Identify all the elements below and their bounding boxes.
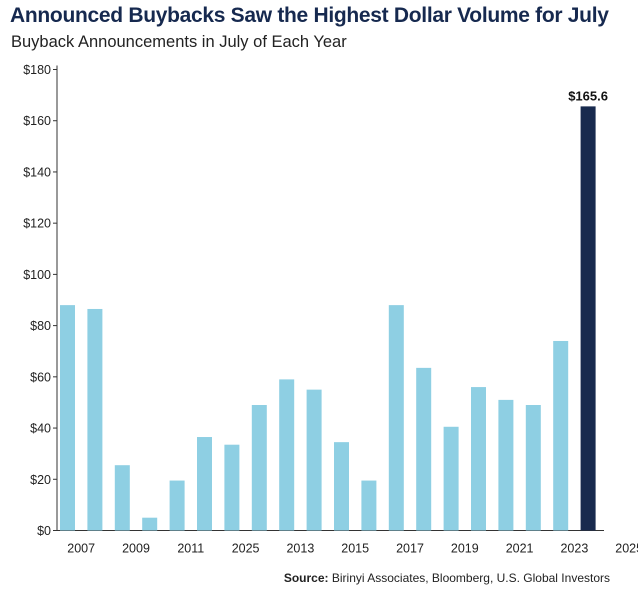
bar xyxy=(553,340,569,531)
y-tick-label: $160 xyxy=(23,114,51,128)
bar xyxy=(443,426,459,531)
y-tick-label: $140 xyxy=(23,165,51,179)
bar xyxy=(498,399,514,531)
bar xyxy=(224,444,240,531)
bar xyxy=(114,465,130,531)
bar xyxy=(251,405,267,531)
y-tick-label: $60 xyxy=(30,370,51,384)
source-label: Source: xyxy=(283,571,329,585)
x-tick-label: 2021 xyxy=(506,542,534,556)
x-tick-label: 2009 xyxy=(122,542,150,556)
x-tick-label: 2019 xyxy=(451,542,479,556)
chart-subtitle: Buyback Announcements in July of Each Ye… xyxy=(11,33,347,51)
x-tick-label: 2017 xyxy=(396,542,424,556)
y-tick-label: $40 xyxy=(30,422,51,436)
bar xyxy=(580,106,596,531)
bar xyxy=(525,405,541,531)
bar xyxy=(471,387,486,531)
source-text: Birinyi Associates, Bloomberg, U.S. Glob… xyxy=(331,571,610,585)
bar xyxy=(416,367,432,531)
data-label: $165.6 xyxy=(568,88,608,103)
bar xyxy=(361,480,377,531)
y-tick-label: $80 xyxy=(30,319,51,333)
bar xyxy=(197,437,212,531)
x-tick-label: 2025 xyxy=(232,542,260,556)
bar xyxy=(60,305,75,531)
bar xyxy=(279,379,295,531)
bar xyxy=(334,442,349,531)
x-tick-label: 2023 xyxy=(560,542,588,556)
x-tick-label: 2013 xyxy=(286,542,314,556)
y-tick-label: $20 xyxy=(30,473,51,487)
source-note: Source: Birinyi Associates, Bloomberg, U… xyxy=(284,571,610,585)
x-tick-label: 2011 xyxy=(177,542,204,556)
chart-title: Announced Buybacks Saw the Highest Dolla… xyxy=(10,4,609,27)
y-tick-label: $100 xyxy=(23,268,51,282)
bar xyxy=(142,517,158,531)
x-tick-label: 2007 xyxy=(67,542,95,556)
y-tick-label: $0 xyxy=(37,524,51,538)
bar xyxy=(87,308,103,531)
bar xyxy=(306,389,322,531)
bar xyxy=(388,305,404,531)
x-tick-label: 2025 xyxy=(615,542,638,556)
y-tick-label: $120 xyxy=(23,217,51,231)
x-tick-label: 2015 xyxy=(341,542,369,556)
bar xyxy=(169,480,185,531)
y-tick-label: $180 xyxy=(23,63,51,77)
